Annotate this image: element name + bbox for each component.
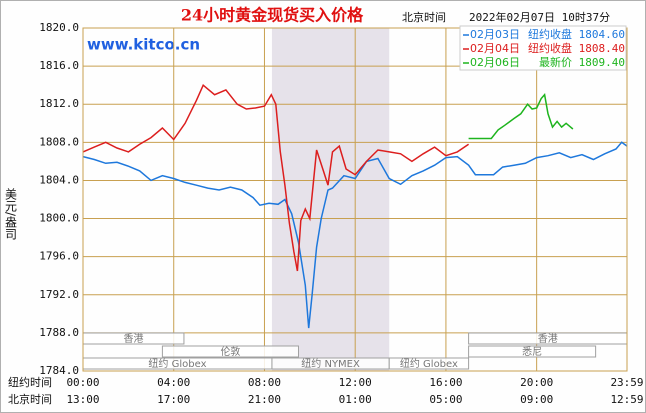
session-bar (161, 345, 299, 358)
legend-box (459, 25, 627, 71)
y-tick-label: 1816.0 (39, 59, 79, 72)
chart-title: 24小时黄金现货买入价格 (181, 6, 364, 25)
x-tick-label: 23:59 (610, 376, 643, 389)
legend-note: 最新价 (539, 55, 572, 69)
x-tick-label-2: 09:00 (520, 393, 553, 406)
x-tick-label-2: 13:00 (66, 393, 99, 406)
series-line (82, 141, 628, 329)
legend-note: 纽约收盘 (528, 41, 572, 55)
x-tick-label-2: 17:00 (157, 393, 190, 406)
row-label: 纽约时间 (8, 375, 52, 389)
session-label: 纽约 Globex (148, 357, 206, 370)
x-tick-label-2: 05:00 (429, 393, 462, 406)
x-tick-label-2: 01:00 (339, 393, 372, 406)
session-label: 悉尼 (522, 346, 542, 358)
x-tick-label: 00:00 (66, 376, 99, 389)
y-tick-label: 1800.0 (39, 212, 79, 225)
session-label: 纽约 Globex (400, 357, 458, 370)
y-axis-label: 美元/盎司 (4, 188, 18, 240)
session-label: 伦敦 (220, 345, 240, 358)
row-label: 北京时间 (8, 392, 52, 406)
legend-name: 02月04日 (470, 42, 520, 55)
plot-border (82, 27, 628, 372)
legend-value: 1808.40 (579, 42, 625, 55)
legend-note: 纽约收盘 (528, 27, 572, 41)
y-tick-label: 1804.0 (39, 173, 79, 186)
session-bar (468, 345, 597, 358)
legend-name: 02月03日 (470, 28, 520, 41)
y-tick-label: 1820.0 (39, 21, 79, 34)
x-tick-label-2: 12:59 (610, 393, 643, 406)
series-line (468, 93, 574, 140)
session-bar (388, 357, 470, 370)
legend-value: 1809.40 (579, 56, 625, 69)
x-tick-label: 08:00 (248, 376, 281, 389)
session-label: 香港 (123, 333, 143, 345)
time-label: 北京时间 (402, 10, 446, 24)
y-tick-label: 1788.0 (39, 326, 79, 339)
x-tick-label: 20:00 (520, 376, 553, 389)
y-tick-label: 1784.0 (39, 364, 79, 377)
y-tick-label: 1792.0 (39, 288, 79, 301)
x-tick-label-2: 21:00 (248, 393, 281, 406)
watermark: www.kitco.cn (87, 36, 200, 54)
x-tick-label: 04:00 (157, 376, 190, 389)
timestamp: 2022年02月07日 10时37分 (469, 10, 610, 24)
y-tick-label: 1796.0 (39, 250, 79, 263)
series-line (82, 83, 470, 272)
session-label: 纽约 NYMEX (301, 357, 360, 370)
session-label: 香港 (538, 333, 558, 345)
legend-value: 1804.60 (579, 28, 625, 41)
x-tick-label: 16:00 (429, 376, 462, 389)
session-shade (271, 28, 390, 371)
legend: 02月03日 纽约收盘 1804.60 02月04日 纽约收盘 1808.40 02月06日… (459, 25, 627, 71)
x-tick-label: 12:00 (339, 376, 372, 389)
legend-name: 02月06日 (470, 56, 520, 69)
y-tick-label: 1812.0 (39, 97, 79, 110)
y-tick-label: 1808.0 (39, 135, 79, 148)
